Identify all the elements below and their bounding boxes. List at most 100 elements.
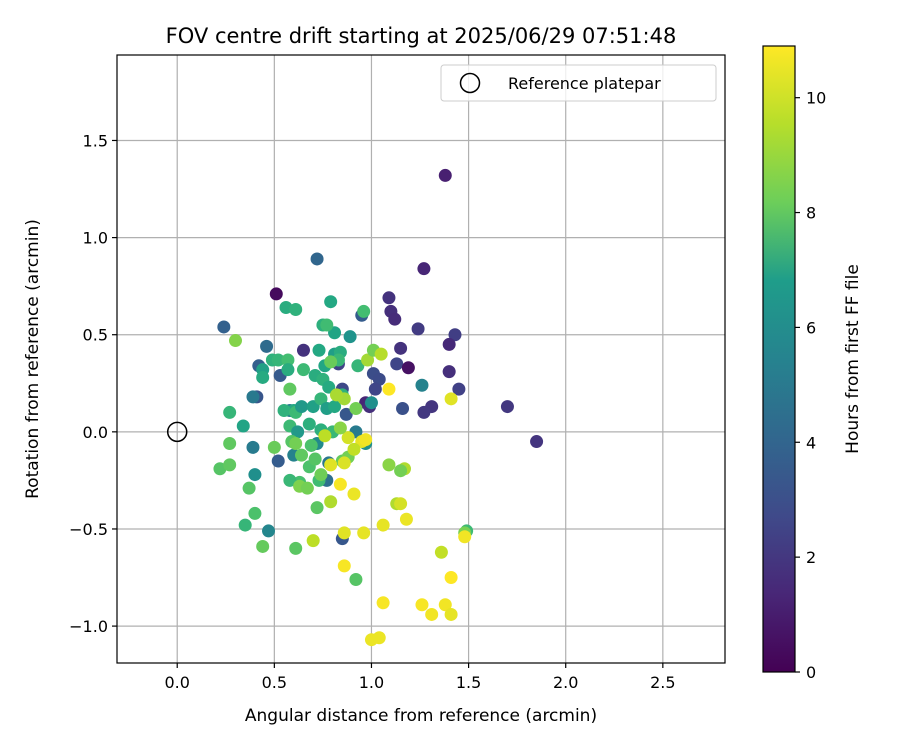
scatter-point [248, 506, 262, 520]
scatter-point [223, 405, 237, 419]
scatter-point [283, 382, 297, 396]
scatter-point [438, 168, 452, 182]
scatter-point [217, 320, 231, 334]
scatter-point [223, 458, 237, 472]
scatter-point [382, 458, 396, 472]
scatter-point [310, 501, 324, 515]
scatter-point [425, 607, 439, 621]
scatter-point [458, 530, 472, 544]
scatter-point [396, 402, 410, 416]
scatter-point [448, 328, 462, 342]
scatter-point [256, 370, 270, 384]
scatter-point [324, 458, 338, 472]
scatter-point [434, 545, 448, 559]
x-tick-label: 1.5 [456, 673, 481, 692]
scatter-point [417, 405, 431, 419]
scatter-point [417, 262, 431, 276]
data-points [213, 168, 544, 647]
scatter-point [277, 403, 291, 417]
scatter-point [304, 438, 318, 452]
scatter-point [308, 452, 322, 466]
scatter-point [310, 252, 324, 266]
scatter-point [228, 334, 242, 348]
colorbar-tick-label: 4 [806, 433, 816, 452]
colorbar: 0 2 4 6 8 10 Hours from first FF file [762, 45, 863, 682]
scatter-point [238, 518, 252, 532]
scatter-point [324, 355, 338, 369]
scatter-point [337, 526, 351, 540]
colorbar-tick-label: 8 [806, 204, 816, 223]
scatter-point [411, 322, 425, 336]
scatter-point [300, 481, 314, 495]
scatter-point [394, 464, 408, 478]
y-tick-label: 1.5 [83, 131, 108, 150]
scatter-point [390, 357, 404, 371]
scatter-point [415, 378, 429, 392]
scatter-point [333, 421, 347, 435]
y-axis-ticks: −1.0 −0.5 0.0 0.5 1.0 1.5 [69, 131, 117, 636]
reference-marker [166, 421, 188, 443]
colorbar-ticks: 0 2 4 6 8 10 [795, 89, 826, 682]
scatter-point [357, 304, 371, 318]
scatter-point [337, 456, 351, 470]
x-tick-label: 0.0 [164, 673, 189, 692]
scatter-point [269, 287, 283, 301]
scatter-point [324, 495, 338, 509]
scatter-point [236, 419, 250, 433]
plot-area-frame [116, 54, 726, 664]
scatter-point [314, 468, 328, 482]
y-tick-label: 0.5 [83, 326, 108, 345]
scatter-point [296, 363, 310, 377]
scatter-point [500, 400, 514, 414]
scatter-point [289, 541, 303, 555]
y-tick-label: 0.0 [83, 423, 108, 442]
scatter-point [374, 347, 388, 361]
scatter-point [382, 291, 396, 305]
x-tick-label: 0.5 [262, 673, 287, 692]
scatter-point [376, 596, 390, 610]
scatter-point [382, 382, 396, 396]
scatter-point [444, 392, 458, 406]
scatter-point [444, 607, 458, 621]
scatter-point [347, 442, 361, 456]
scatter-point [289, 436, 303, 450]
y-tick-label: −1.0 [69, 617, 108, 636]
y-axis-label: Rotation from reference (arcmin) [23, 219, 43, 499]
scatter-point [302, 417, 316, 431]
scatter-point [271, 454, 285, 468]
scatter-point [401, 361, 415, 375]
scatter-point [388, 312, 402, 326]
scatter-point [376, 518, 390, 532]
scatter-point [248, 468, 262, 482]
colorbar-tick-label: 0 [806, 663, 816, 682]
scatter-point [281, 353, 295, 367]
colorbar-tick-label: 6 [806, 318, 816, 337]
x-tick-label: 2.5 [650, 673, 675, 692]
scatter-point [256, 539, 270, 553]
scatter-point [223, 436, 237, 450]
scatter-point [246, 440, 260, 454]
scatter-point [347, 487, 361, 501]
scatter-point [349, 402, 363, 416]
scatter-point [267, 440, 281, 454]
scatter-point [442, 337, 456, 351]
scatter-point [444, 571, 458, 585]
grid-lines [117, 55, 725, 663]
scatter-point [361, 353, 375, 367]
scatter-point [242, 481, 256, 495]
scatter-point [295, 400, 309, 414]
scatter-point [262, 524, 276, 538]
scatter-point [320, 318, 334, 332]
y-tick-label: 1.0 [83, 229, 108, 248]
y-tick-label: −0.5 [69, 520, 108, 539]
scatter-point [328, 400, 342, 414]
colorbar-gradient [762, 45, 796, 673]
scatter-point [442, 365, 456, 379]
scatter-point [349, 572, 363, 586]
scatter-point [283, 473, 297, 487]
colorbar-label: Hours from first FF file [843, 264, 863, 454]
scatter-point [296, 343, 310, 357]
chart-title: FOV centre drift starting at 2025/06/29 … [166, 24, 677, 48]
scatter-point [394, 497, 408, 511]
